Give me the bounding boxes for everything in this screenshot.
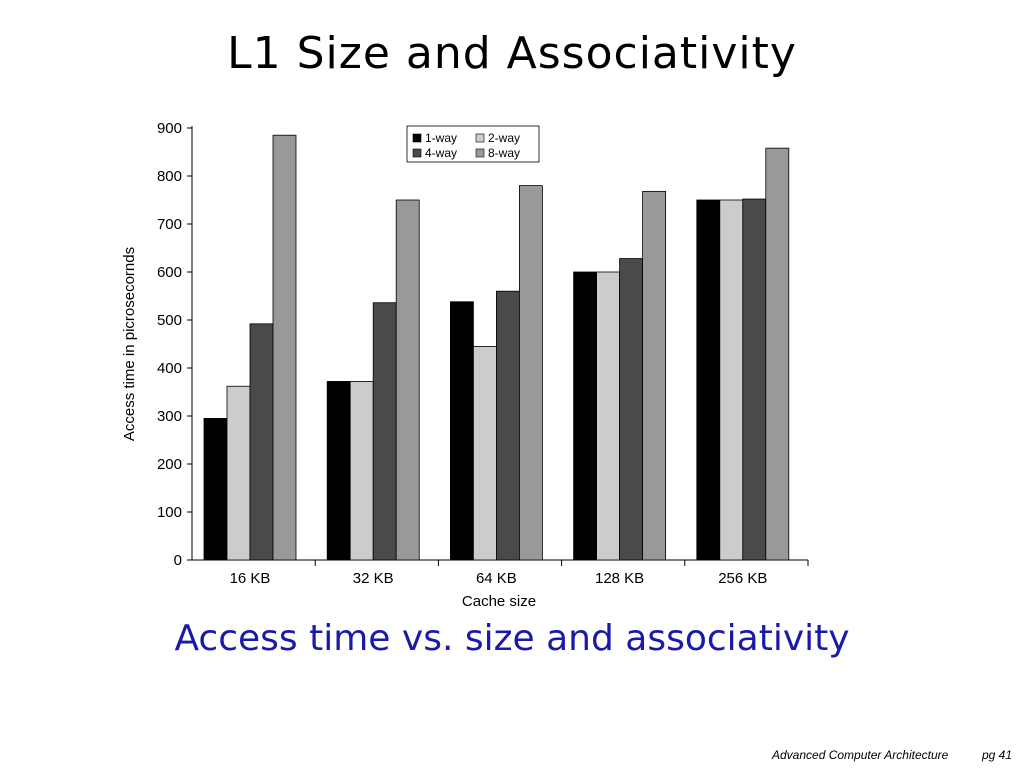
slide-title: L1 Size and Associativity (227, 28, 797, 79)
bar-1-way-64KB (449, 301, 474, 561)
y-tick-label: 0 (174, 552, 182, 569)
bar-chart: 0 100 200 300 400 500 600 700 800 900 16 KB 32 KB 6… (121, 120, 809, 610)
bar-8-way-16KB (272, 134, 297, 561)
y-tick-label: 500 (157, 312, 182, 329)
bar-1-way-32KB (326, 381, 351, 561)
legend-swatch-4-way (412, 148, 422, 158)
bar-2-way-128KB (596, 271, 621, 561)
bar-1-way-16KB (203, 417, 228, 561)
legend-swatch-8-way (475, 148, 485, 158)
bar-4-way-32KB (372, 302, 397, 561)
bar-8-way-32KB (395, 199, 420, 561)
legend-swatch-1-way (412, 133, 422, 143)
x-axis-label: Cache size (462, 593, 536, 610)
x-tick-label: 256 KB (718, 570, 767, 587)
y-axis-ticks: 0 100 200 300 400 500 600 700 800 900 (157, 120, 192, 569)
chart-bars (203, 134, 790, 561)
footer-page-number: pg 41 (982, 748, 1013, 762)
bar-2-way-64KB (472, 345, 497, 561)
legend-label-8-way: 8-way (488, 146, 520, 160)
x-axis-ticks: 16 KB 32 KB 64 KB 128 KB 256 KB (230, 560, 809, 587)
footer-course-name: Advanced Computer Architecture (772, 748, 949, 762)
bar-1-way-128KB (573, 271, 598, 561)
y-axis-label: Access time in picrosecornds (121, 247, 138, 441)
y-tick-label: 900 (157, 120, 182, 137)
y-tick-label: 200 (157, 456, 182, 473)
bar-8-way-128KB (642, 190, 666, 561)
x-tick-label: 128 KB (595, 570, 644, 587)
bar-2-way-16KB (226, 385, 251, 561)
y-tick-label: 300 (157, 408, 182, 425)
bar-2-way-256KB (719, 199, 744, 561)
bar-4-way-128KB (619, 258, 643, 561)
chart-legend: 1-way 2-way 4-way 8-way (406, 125, 540, 163)
bar-1-way-256KB (696, 199, 721, 561)
bar-2-way-32KB (349, 381, 374, 561)
bar-8-way-64KB (518, 185, 543, 561)
bar-4-way-16KB (249, 323, 274, 561)
x-tick-label: 16 KB (230, 570, 271, 587)
bar-4-way-256KB (742, 198, 767, 561)
legend-swatch-2-way (475, 133, 485, 143)
bar-4-way-64KB (495, 290, 520, 561)
slide-caption: Access time vs. size and associativity (174, 618, 850, 659)
y-tick-label: 100 (157, 504, 182, 521)
legend-label-4-way: 4-way (425, 146, 457, 160)
x-tick-label: 64 KB (476, 570, 517, 587)
y-tick-label: 600 (157, 264, 182, 281)
bar-8-way-256KB (765, 147, 790, 561)
x-tick-label: 32 KB (353, 570, 394, 587)
y-tick-label: 800 (157, 168, 182, 185)
legend-label-1-way: 1-way (425, 131, 457, 145)
legend-box (406, 125, 540, 163)
legend-label-2-way: 2-way (488, 131, 520, 145)
y-tick-label: 700 (157, 216, 182, 233)
y-tick-label: 400 (157, 360, 182, 377)
